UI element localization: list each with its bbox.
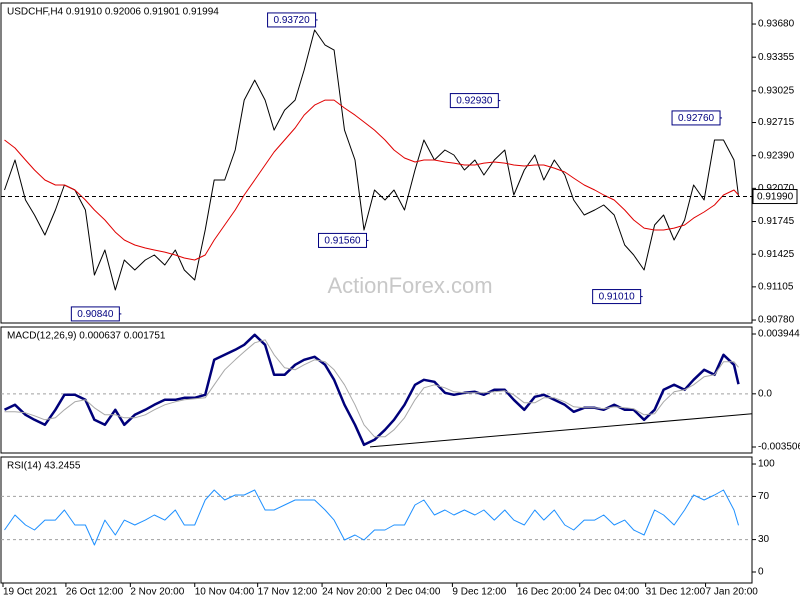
y-tick-label: 0.91425 bbox=[758, 249, 795, 260]
panel bbox=[0, 2, 753, 324]
panel-title: RSI(14) 43.2455 bbox=[7, 461, 81, 472]
panel bbox=[0, 326, 753, 454]
price-annotation: 0.93720 bbox=[274, 15, 311, 26]
watermark: ActionForex.com bbox=[327, 273, 492, 298]
price-annotation: 0.92760 bbox=[678, 113, 715, 124]
x-tick-label: 2 Nov 20:00 bbox=[130, 587, 184, 598]
x-tick-label: 24 Dec 04:00 bbox=[580, 587, 640, 598]
trendline bbox=[369, 413, 753, 448]
price-annotation: 0.90840 bbox=[77, 309, 114, 320]
panel-title: USDCHF,H4 0.91910 0.92006 0.91901 0.9199… bbox=[7, 7, 219, 18]
y-tick-label: 0.91105 bbox=[758, 282, 794, 293]
x-tick-label: 2 Dec 04:00 bbox=[386, 587, 440, 598]
y-tick-label: 0.93355 bbox=[758, 52, 795, 63]
series-line bbox=[4, 339, 739, 438]
y-tick-label: 0.90780 bbox=[758, 315, 795, 326]
x-tick-label: 24 Nov 20:00 bbox=[322, 587, 382, 598]
panel bbox=[0, 456, 753, 584]
price-annotation: 0.91560 bbox=[324, 236, 361, 247]
series-line bbox=[3, 333, 740, 447]
y-tick-label: -0.003506 bbox=[758, 442, 800, 453]
x-tick-label: 19 Oct 2021 bbox=[3, 587, 58, 598]
x-tick-label: 31 Dec 12:00 bbox=[646, 587, 706, 598]
current-price-box bbox=[752, 189, 798, 205]
y-tick-label: 70 bbox=[758, 491, 770, 502]
y-tick-label: 100 bbox=[758, 459, 775, 470]
x-tick-label: 9 Dec 12:00 bbox=[452, 587, 506, 598]
y-tick-label: 0 bbox=[758, 567, 764, 578]
x-tick-label: 10 Nov 04:00 bbox=[195, 587, 255, 598]
series-line bbox=[4, 29, 739, 291]
x-tick-label: 26 Oct 12:00 bbox=[66, 587, 124, 598]
y-tick-label: 0.92715 bbox=[758, 117, 795, 128]
price-annotation: 0.92930 bbox=[456, 96, 493, 107]
y-tick-label: 0.92070 bbox=[758, 183, 795, 194]
series-line bbox=[4, 99, 739, 261]
y-tick-label: 0.91745 bbox=[758, 216, 795, 227]
y-tick-label: 0.003944 bbox=[758, 329, 800, 340]
price-annotation: 0.91010 bbox=[599, 292, 636, 303]
y-tick-label: 0.92390 bbox=[758, 150, 795, 161]
panel-title: MACD(12,26,9) 0.000637 0.001751 bbox=[7, 331, 166, 342]
current-price-label: 0.91990 bbox=[757, 192, 794, 203]
x-tick-label: 16 Dec 20:00 bbox=[517, 587, 577, 598]
y-tick-label: 0.0 bbox=[758, 388, 772, 399]
y-tick-label: 30 bbox=[758, 534, 770, 545]
series-line bbox=[4, 489, 739, 546]
y-tick-label: 0.93025 bbox=[758, 86, 795, 97]
x-tick-label: 7 Jan 20:00 bbox=[706, 587, 759, 598]
x-tick-label: 17 Nov 12:00 bbox=[258, 587, 318, 598]
y-tick-label: 0.93680 bbox=[758, 19, 795, 30]
